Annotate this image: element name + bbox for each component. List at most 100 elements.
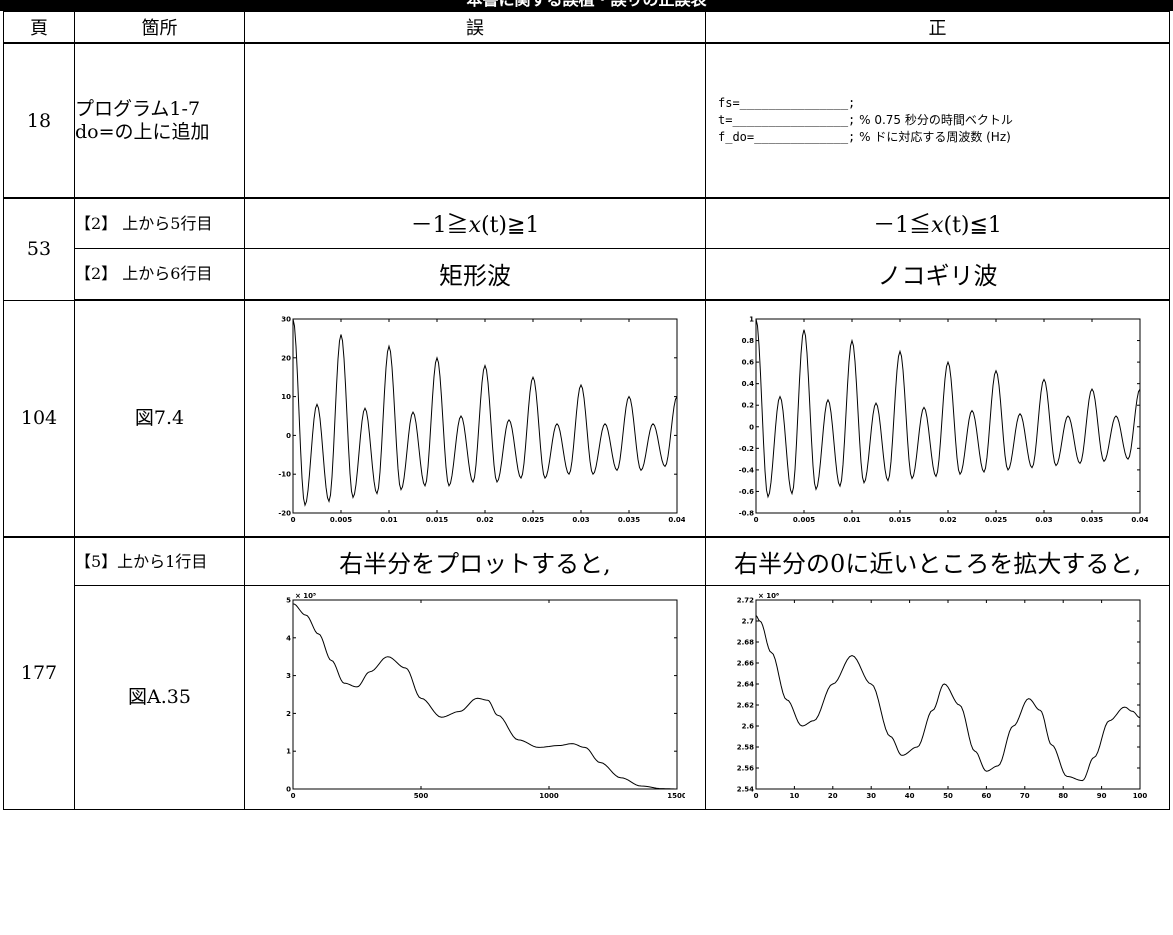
x-tick-label: 0.04 [668, 516, 685, 524]
page-number: 104 [3, 299, 75, 538]
x-tick-label: 0.025 [984, 516, 1006, 524]
code-text: t=________________; [718, 113, 856, 127]
y-tick-label: 5 [286, 596, 291, 604]
y-tick-label: 2.58 [736, 743, 753, 751]
right-cell: ノコギリ波 [705, 247, 1170, 301]
y-tick-label: 30 [281, 315, 291, 323]
wrong-cell: 0 0.005 0.01 0.015 0.02 0.025 0.03 0.035 0.04 -20… [244, 299, 706, 538]
x-tick-label: 0.03 [1035, 516, 1052, 524]
location-cell: 【2】 上から6行目 [74, 247, 245, 301]
location-cell: 図A.35 [74, 584, 245, 810]
header-wrong: 誤 [244, 11, 706, 44]
y-tick-label: -0.4 [738, 466, 753, 474]
y-tick-label: -0.2 [738, 444, 753, 452]
errata-table: 頁 箇所 誤 正 18 プログラム1-7 do=の上に追加 fs=_______… [3, 11, 1170, 810]
table-row: 18 プログラム1-7 do=の上に追加 fs=_______________;… [3, 42, 1170, 199]
x-tick-label: 1000 [539, 792, 559, 800]
x-tick-label: 0.04 [1131, 516, 1148, 524]
y-tick-label: 0 [286, 785, 291, 793]
y-tick-label: 2.66 [736, 659, 753, 667]
table-row: 104 図7.4 0 0.005 0.01 0.015 0.02 0.025 0.03 0.0… [3, 299, 1170, 538]
code-comment: % 0.75 秒分の時間ベクトル [855, 113, 1013, 127]
x-tick-label: 90 [1096, 792, 1106, 800]
page-number: 53 [3, 197, 75, 301]
x-tick-label: 30 [866, 792, 876, 800]
page-number: 18 [3, 42, 75, 199]
x-tick-label: 0.01 [380, 516, 397, 524]
wrong-cell: 右半分をプロットすると, [244, 536, 706, 586]
plot-frame [755, 599, 1140, 789]
header-right: 正 [705, 11, 1170, 44]
x-tick-label: 0 [291, 792, 296, 800]
figure-A-35-wrong: 0 500 1000 1500 0 1 2 3 4 5 × 10⁵ [286, 592, 685, 800]
x-tick-label: 70 [1019, 792, 1029, 800]
y-tick-label: 1 [286, 747, 291, 755]
x-tick-label: 0.035 [1080, 516, 1102, 524]
y-tick-label: 2.54 [736, 785, 753, 793]
x-tick-label: 500 [414, 792, 429, 800]
x-tick-label: 80 [1058, 792, 1068, 800]
y-tick-label: -0.6 [738, 487, 753, 495]
y-tick-label: 0.4 [741, 380, 754, 388]
y-tick-label: 2.62 [736, 701, 753, 709]
math-text: －1≦ [873, 213, 932, 239]
wrong-cell [244, 42, 706, 199]
plot-frame [292, 599, 678, 789]
x-tick-label: 40 [904, 792, 914, 800]
code-comment: % ドに対応する周波数 (Hz) [855, 130, 1011, 144]
figure-A-35-right: 0 10 20 30 40 50 60 70 80 90 100 2.54 2.56 2.58 2.6 2.6… [736, 592, 1147, 800]
y-tick-label: 0 [749, 423, 754, 431]
y-tick-label: -20 [278, 509, 291, 517]
location-cell: 【2】 上から5行目 [74, 197, 245, 249]
code-line: t=________________; % 0.75 秒分の時間ベクトル [718, 112, 1169, 129]
y-tick-label: 4 [286, 634, 291, 642]
series-line [292, 602, 677, 789]
y-tick-label: 3 [286, 672, 291, 680]
y-tick-label: 2.6 [741, 722, 754, 730]
y-tick-label: 0.8 [741, 337, 754, 345]
y-exponent-label: × 10⁵ [295, 592, 316, 600]
y-exponent-label: × 10⁶ [758, 592, 779, 600]
header-page: 頁 [3, 11, 75, 44]
table-row: 177 【5】上から1行目 右半分をプロットすると, 右半分の0に近いところを拡… [3, 536, 1170, 810]
x-tick-label: 0.01 [843, 516, 860, 524]
title-text: 本書に関する誤植・誤りの正誤表 [0, 0, 1173, 9]
table-row: 【2】 上から6行目 矩形波 ノコギリ波 [4, 247, 1170, 301]
math-text: (t)≧1 [480, 213, 540, 239]
x-tick-label: 0 [291, 516, 296, 524]
code-line: f_do=_____________; % ドに対応する周波数 (Hz) [718, 129, 1169, 146]
right-cell: fs=_______________; t=________________; %… [705, 42, 1170, 199]
location-cell: プログラム1-7 do=の上に追加 [74, 42, 245, 199]
location-line: do=の上に追加 [75, 120, 210, 143]
right-cell: 右半分の0に近いところを拡大すると, [705, 536, 1170, 586]
wrong-cell: 0 500 1000 1500 0 1 2 3 4 5 × 10⁵ [244, 584, 706, 810]
x-tick-label: 10 [789, 792, 799, 800]
location-cell: 【5】上から1行目 [74, 536, 245, 586]
x-tick-label: 100 [1132, 792, 1147, 800]
y-tick-label: 2.68 [736, 638, 753, 646]
x-tick-label: 0.005 [792, 516, 814, 524]
y-tick-label: 2.56 [736, 764, 753, 772]
y-tick-label: 10 [281, 393, 291, 401]
figure-7-4-wrong: 0 0.005 0.01 0.015 0.02 0.025 0.03 0.035 0.04 -20… [278, 315, 685, 524]
y-tick-label: 1 [749, 315, 754, 323]
table-row: 53 【2】 上から5行目 －1≧x(t)≧1 －1≦x(t)≦1 [3, 197, 1170, 301]
x-tick-label: 0.02 [476, 516, 493, 524]
x-tick-label: 0 [753, 516, 758, 524]
x-tick-label: 50 [943, 792, 953, 800]
code-line: fs=_______________; [718, 95, 1169, 112]
x-tick-label: 0.005 [330, 516, 352, 524]
x-tick-label: 1500 [667, 792, 685, 800]
y-tick-label: 2.64 [736, 680, 753, 688]
math-text: (t)≦1 [943, 213, 1002, 239]
x-tick-label: 0.035 [618, 516, 640, 524]
math-var: x [931, 213, 944, 239]
title-bar: 本書に関する誤植・誤りの正誤表 [0, 0, 1173, 11]
plot-frame [755, 318, 1140, 513]
y-tick-label: 0.2 [741, 401, 754, 409]
math-text: －1≧ [410, 213, 469, 239]
code-text: fs=_______________; [718, 96, 856, 110]
x-tick-label: 0 [753, 792, 758, 800]
wrong-cell: 矩形波 [244, 247, 706, 301]
x-tick-label: 20 [827, 792, 837, 800]
